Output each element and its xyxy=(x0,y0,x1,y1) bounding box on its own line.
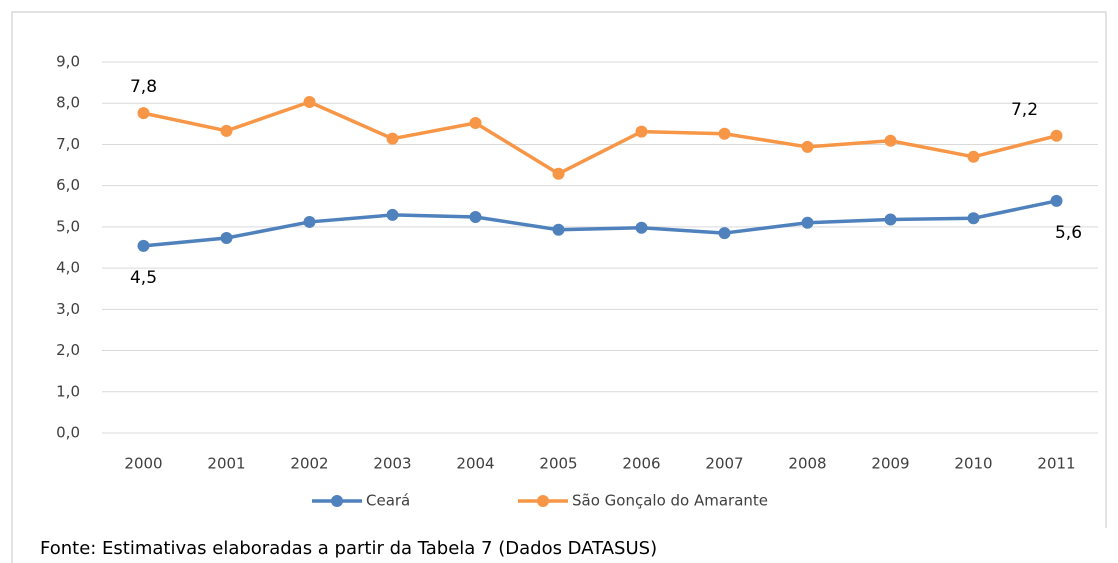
x-tick-label: 2011 xyxy=(1037,455,1075,473)
y-tick-label: 3,0 xyxy=(56,300,80,318)
point xyxy=(801,140,814,153)
point xyxy=(469,117,482,130)
caption: Fonte: Estimativas elaboradas a partir d… xyxy=(40,538,657,559)
y-tick-label: 4,0 xyxy=(56,259,80,277)
x-tick-label: 2010 xyxy=(954,455,992,473)
data-label: 5,6 xyxy=(1055,223,1082,243)
point xyxy=(884,134,897,147)
point xyxy=(137,107,150,120)
x-tick-label: 2003 xyxy=(373,455,411,473)
point xyxy=(469,210,482,223)
series-line xyxy=(143,100,1057,176)
x-tick-label: 2004 xyxy=(456,455,494,473)
x-tick-label: 2000 xyxy=(124,455,162,473)
point xyxy=(967,212,980,225)
legend-label: Ceará xyxy=(366,492,410,510)
data-label: 4,5 xyxy=(130,268,157,288)
x-tick-label: 2007 xyxy=(705,455,743,473)
x-tick-label: 2008 xyxy=(788,455,826,473)
data-label: 7,2 xyxy=(1011,100,1038,120)
point xyxy=(884,213,897,226)
x-tick-label: 2009 xyxy=(871,455,909,473)
point xyxy=(718,227,731,240)
data-label: 7,8 xyxy=(130,77,157,97)
point xyxy=(552,223,565,236)
point xyxy=(967,150,980,163)
point xyxy=(552,167,565,180)
y-tick-label: 8,0 xyxy=(56,94,80,112)
legend-marker xyxy=(331,495,343,507)
x-tick-label: 2005 xyxy=(539,455,577,473)
point xyxy=(220,124,233,137)
legend-label: São Gonçalo do Amarante xyxy=(572,492,768,510)
point xyxy=(635,221,648,234)
x-tick-label: 2006 xyxy=(622,455,660,473)
legend-marker xyxy=(537,495,549,507)
point xyxy=(220,232,233,245)
y-tick-label: 2,0 xyxy=(56,341,80,359)
y-tick-label: 6,0 xyxy=(56,176,80,194)
point xyxy=(386,208,399,221)
point xyxy=(137,239,150,252)
y-tick-label: 1,0 xyxy=(56,382,80,400)
y-tick-label: 5,0 xyxy=(56,217,80,235)
point xyxy=(1050,194,1063,207)
point xyxy=(303,215,316,228)
x-tick-label: 2002 xyxy=(290,455,328,473)
y-tick-label: 7,0 xyxy=(56,135,80,153)
point xyxy=(718,127,731,140)
point xyxy=(1050,129,1063,142)
point xyxy=(635,125,648,138)
point xyxy=(386,132,399,145)
x-tick-label: 2001 xyxy=(207,455,245,473)
chart-border xyxy=(11,11,1107,563)
point xyxy=(303,95,316,108)
y-tick-label: 9,0 xyxy=(56,53,80,71)
point xyxy=(801,216,814,229)
y-tick-label: 0,0 xyxy=(56,424,80,442)
series-line xyxy=(143,199,1057,248)
